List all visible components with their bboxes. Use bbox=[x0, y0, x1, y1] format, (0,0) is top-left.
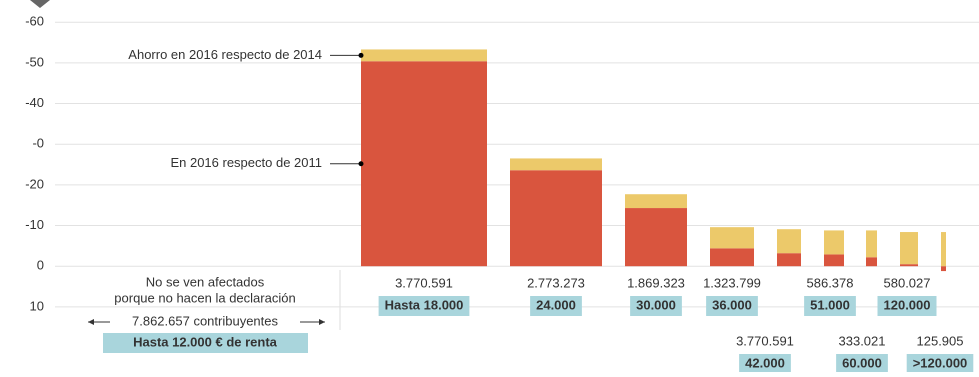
category-box bbox=[836, 354, 888, 374]
bar-segment bbox=[710, 248, 754, 267]
bar-segment bbox=[866, 257, 877, 267]
x-tick-label: 30.000 bbox=[636, 297, 676, 312]
x-tick-label: >120.000 bbox=[913, 355, 968, 370]
y-tick-label: -50 bbox=[25, 54, 44, 69]
excluded-count: 7.862.657 contribuyentes bbox=[132, 313, 278, 328]
category-box bbox=[804, 296, 856, 316]
bar-segment bbox=[710, 227, 754, 249]
legend-dot bbox=[358, 52, 364, 58]
contributors-label: 333.021 bbox=[839, 333, 886, 348]
legend-label: En 2016 respecto de 2011 bbox=[170, 155, 322, 170]
x-tick-label: 120.000 bbox=[884, 297, 931, 312]
bar-segment bbox=[866, 230, 877, 258]
x-tick-label: Hasta 18.000 bbox=[385, 297, 464, 312]
bracket-box bbox=[103, 333, 308, 353]
arrow-head bbox=[88, 319, 94, 325]
category-box bbox=[530, 296, 582, 316]
bar-segment bbox=[824, 254, 844, 267]
bar-segment bbox=[510, 158, 602, 171]
bar-segment bbox=[625, 194, 687, 209]
bar-segment bbox=[777, 229, 801, 254]
category-box bbox=[630, 296, 682, 316]
x-tick-label: 42.000 bbox=[745, 355, 785, 370]
legend-label: Ahorro en 2016 respecto de 2014 bbox=[128, 47, 322, 62]
y-tick-label: -60 bbox=[25, 14, 44, 29]
x-tick-label: 51.000 bbox=[810, 297, 850, 312]
legend-dot bbox=[358, 161, 364, 167]
bar-segment bbox=[361, 61, 487, 267]
bar-segment bbox=[625, 208, 687, 267]
y-tick-label: -0 bbox=[32, 136, 44, 151]
bar-segment bbox=[777, 253, 801, 267]
y-tick-label: -10 bbox=[25, 217, 44, 232]
contributors-label: 1.323.799 bbox=[703, 275, 761, 290]
arrow-head bbox=[319, 319, 325, 325]
x-tick-label: 24.000 bbox=[536, 297, 576, 312]
x-tick-label: 60.000 bbox=[842, 355, 882, 370]
contributors-label: 1.869.323 bbox=[627, 275, 685, 290]
y-tick-label: -20 bbox=[25, 176, 44, 191]
y-tick-label: 10 bbox=[30, 298, 44, 313]
excluded-line: porque no hacen la declaración bbox=[114, 290, 295, 305]
bar-segment bbox=[361, 49, 487, 62]
bar-segment bbox=[824, 230, 844, 255]
category-box bbox=[906, 354, 974, 374]
bar-segment bbox=[900, 232, 918, 265]
contributors-label: 3.770.591 bbox=[395, 275, 453, 290]
category-box bbox=[378, 296, 470, 316]
excluded-line: No se ven afectados bbox=[146, 274, 265, 289]
bar-segment bbox=[941, 232, 946, 267]
contributors-label: 3.770.591 bbox=[736, 333, 794, 348]
contributors-label: 125.905 bbox=[917, 333, 964, 348]
marker bbox=[30, 0, 50, 8]
bracket-label: Hasta 12.000 € de renta bbox=[133, 334, 278, 349]
bar-segment bbox=[510, 170, 602, 267]
category-box bbox=[739, 354, 791, 374]
category-box bbox=[706, 296, 758, 316]
category-box bbox=[877, 296, 937, 316]
x-tick-label: 36.000 bbox=[712, 297, 752, 312]
bar-segment bbox=[941, 266, 946, 272]
y-tick-label: -40 bbox=[25, 95, 44, 110]
bar-segment bbox=[900, 264, 918, 267]
contributors-label: 2.773.273 bbox=[527, 275, 585, 290]
y-tick-label: 0 bbox=[37, 258, 44, 273]
contributors-label: 586.378 bbox=[807, 275, 854, 290]
contributors-label: 580.027 bbox=[884, 275, 931, 290]
